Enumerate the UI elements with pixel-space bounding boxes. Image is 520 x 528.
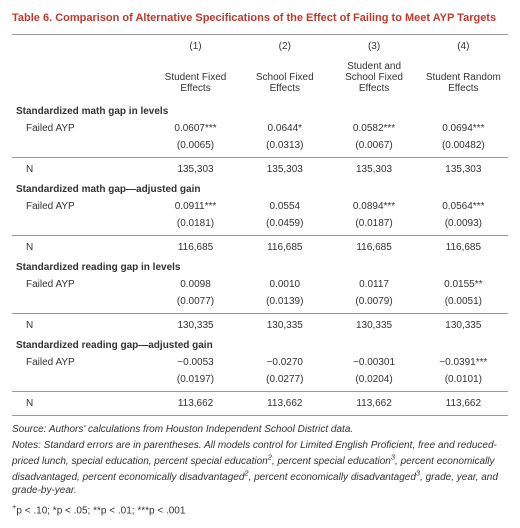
col4-label: Student Random Effects <box>419 58 508 100</box>
section-title: Standardized math gap in levels <box>12 100 508 120</box>
stderr-cell: (0.0077) <box>151 293 240 314</box>
n-cell: 113,662 <box>419 392 508 416</box>
table-header: (1) (2) (3) (4) Student Fixed Effects Sc… <box>12 35 508 101</box>
n-cell: 130,335 <box>240 314 329 335</box>
section-title: Standardized reading gap in levels <box>12 256 508 276</box>
n-cell: 135,303 <box>240 158 329 179</box>
n-label: N <box>12 158 151 179</box>
stderr-cell: (0.0187) <box>329 215 418 236</box>
estimate-cell: −0.0391*** <box>419 354 508 371</box>
stderr-cell: (0.0051) <box>419 293 508 314</box>
n-cell: 113,662 <box>240 392 329 416</box>
source-note: Source: Authors' calculations from Houst… <box>12 424 508 435</box>
col2-label: School Fixed Effects <box>240 58 329 100</box>
estimate-cell: 0.0155** <box>419 276 508 293</box>
n-cell: 135,303 <box>419 158 508 179</box>
specifications-table: (1) (2) (3) (4) Student Fixed Effects Sc… <box>12 34 508 416</box>
n-cell: 116,685 <box>151 236 240 257</box>
n-cell: 130,335 <box>329 314 418 335</box>
stderr-cell: (0.0277) <box>240 371 329 392</box>
n-cell: 116,685 <box>419 236 508 257</box>
n-cell: 130,335 <box>419 314 508 335</box>
col4-num: (4) <box>419 35 508 59</box>
estimate-cell: 0.0098 <box>151 276 240 293</box>
n-cell: 130,335 <box>151 314 240 335</box>
failed-ayp-label: Failed AYP <box>12 120 151 137</box>
table-body: Standardized math gap in levelsFailed AY… <box>12 100 508 416</box>
col2-num: (2) <box>240 35 329 59</box>
estimate-cell: −0.00301 <box>329 354 418 371</box>
estimate-cell: 0.0911*** <box>151 198 240 215</box>
stderr-cell: (0.0067) <box>329 137 418 158</box>
stderr-cell: (0.0093) <box>419 215 508 236</box>
n-cell: 113,662 <box>151 392 240 416</box>
section-title: Standardized math gap—adjusted gain <box>12 178 508 198</box>
col1-num: (1) <box>151 35 240 59</box>
failed-ayp-label: Failed AYP <box>12 354 151 371</box>
col1-label: Student Fixed Effects <box>151 58 240 100</box>
stderr-cell: (0.0204) <box>329 371 418 392</box>
n-label: N <box>12 314 151 335</box>
n-cell: 116,685 <box>240 236 329 257</box>
stderr-cell: (0.0079) <box>329 293 418 314</box>
n-cell: 116,685 <box>329 236 418 257</box>
estimate-cell: 0.0607*** <box>151 120 240 137</box>
notes-prefix: Notes: <box>12 440 41 451</box>
estimate-cell: 0.0694*** <box>419 120 508 137</box>
stderr-cell: (0.00482) <box>419 137 508 158</box>
estimate-cell: 0.0894*** <box>329 198 418 215</box>
section-title: Standardized reading gap—adjusted gain <box>12 334 508 354</box>
estimate-cell: 0.0564*** <box>419 198 508 215</box>
n-cell: 135,303 <box>329 158 418 179</box>
stderr-cell: (0.0197) <box>151 371 240 392</box>
significance-note: +p < .10; *p < .05; **p < .01; ***p < .0… <box>12 502 508 516</box>
stderr-cell: (0.0313) <box>240 137 329 158</box>
estimate-cell: 0.0010 <box>240 276 329 293</box>
stderr-cell: (0.0459) <box>240 215 329 236</box>
notes-body: Standard errors are in parentheses. All … <box>12 440 498 496</box>
estimate-cell: 0.0644* <box>240 120 329 137</box>
col3-num: (3) <box>329 35 418 59</box>
source-prefix: Source: <box>12 424 46 435</box>
estimate-cell: 0.0117 <box>329 276 418 293</box>
stderr-cell: (0.0139) <box>240 293 329 314</box>
col3-label: Student and School Fixed Effects <box>329 58 418 100</box>
source-text: Authors' calculations from Houston Indep… <box>46 424 353 435</box>
n-label: N <box>12 236 151 257</box>
failed-ayp-label: Failed AYP <box>12 198 151 215</box>
stderr-cell: (0.0181) <box>151 215 240 236</box>
estimate-cell: 0.0554 <box>240 198 329 215</box>
failed-ayp-label: Failed AYP <box>12 276 151 293</box>
stderr-cell: (0.0101) <box>419 371 508 392</box>
n-cell: 135,303 <box>151 158 240 179</box>
estimate-cell: −0.0270 <box>240 354 329 371</box>
table-title: Table 6. Comparison of Alternative Speci… <box>12 12 508 24</box>
estimate-cell: 0.0582*** <box>329 120 418 137</box>
n-cell: 113,662 <box>329 392 418 416</box>
stderr-cell: (0.0065) <box>151 137 240 158</box>
estimate-cell: −0.0053 <box>151 354 240 371</box>
notes-text: Notes: Standard errors are in parenthese… <box>12 439 508 498</box>
n-label: N <box>12 392 151 416</box>
